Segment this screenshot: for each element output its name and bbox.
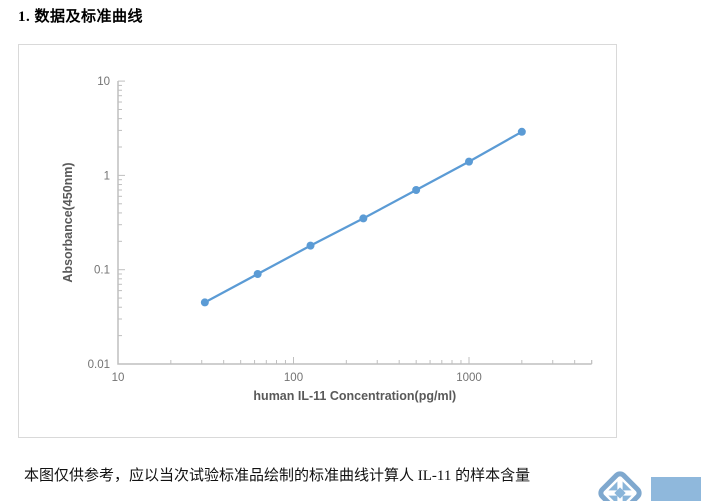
y-tick-label: 10 (97, 76, 110, 88)
x-tick-label: 10 (112, 372, 125, 384)
data-point (306, 241, 315, 250)
data-point (465, 157, 473, 166)
data-point (253, 270, 262, 279)
standard-curve-chart: 10 100 1000 10 1 0.1 0.01 human IL-11 Concentra… (61, 76, 593, 403)
data-point (359, 214, 368, 223)
data-point (517, 127, 526, 136)
data-point (412, 186, 421, 195)
standard-curve-chart-container: 10 100 1000 10 1 0.1 0.01 human IL-11 Concentra… (18, 44, 617, 438)
data-point (200, 298, 209, 307)
x-tick-label: 1000 (456, 372, 482, 384)
y-tick-label: 0.01 (88, 359, 110, 371)
y-axis-title: Absorbance(450nm) (61, 162, 75, 282)
x-axis-title: human IL-11 Concentration(pg/ml) (253, 389, 456, 403)
x-tick-label: 100 (284, 372, 303, 384)
brand-logo-diamond-icon (598, 471, 642, 501)
section-title: 1. 数据及标准曲线 (18, 9, 144, 25)
brand-logo-text-block (651, 477, 701, 501)
disclaimer-note: 本图仅供参考，应以当次试验标准品绘制的标准曲线计算人 IL-11 的样本含量 (24, 468, 531, 484)
y-tick-label: 0.1 (94, 265, 110, 277)
y-tick-label: 1 (104, 170, 110, 182)
